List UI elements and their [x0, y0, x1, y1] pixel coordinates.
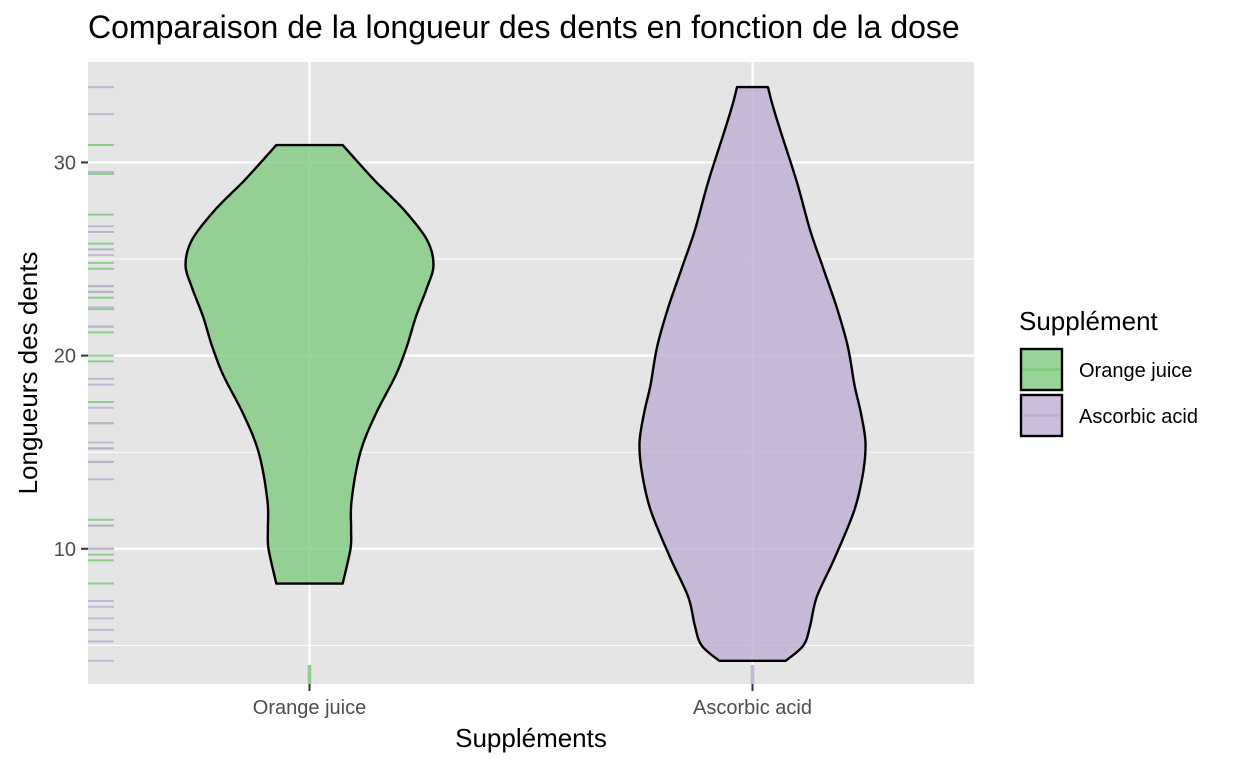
legend-label: Ascorbic acid — [1079, 406, 1198, 428]
violins — [184, 85, 867, 662]
x-tick-label: Orange juice — [253, 697, 366, 719]
y-tick-label: 20 — [54, 346, 76, 368]
y-axis-title: Longueurs des dents — [13, 252, 43, 495]
legend-label: Orange juice — [1079, 360, 1192, 382]
legend-title: Supplément — [1019, 306, 1159, 336]
x-axis-title: Suppléments — [455, 723, 607, 753]
chart-title: Comparaison de la longueur des dents en … — [88, 9, 960, 45]
legend: Supplément Orange juice Ascorbic acid — [1019, 306, 1198, 438]
violin-ascorbic-acid — [638, 85, 867, 662]
y-tick-label: 30 — [54, 152, 76, 174]
y-tick-label: 10 — [54, 539, 76, 561]
axes: 10 20 30 Orange juice Ascorbic acid — [54, 152, 812, 719]
x-tick-label: Ascorbic acid — [693, 697, 812, 719]
rug-marks — [88, 86, 755, 684]
violin-orange-juice — [184, 143, 435, 585]
